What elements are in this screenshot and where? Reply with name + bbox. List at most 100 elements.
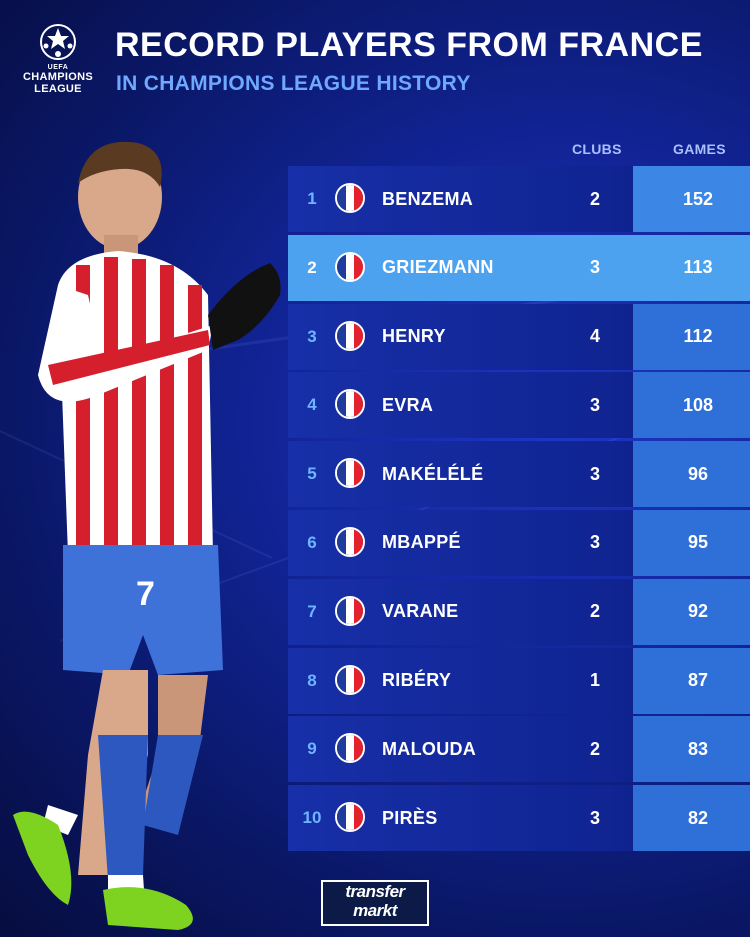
rank-number: 6 — [307, 532, 317, 552]
player-name: GRIEZMANN — [382, 257, 494, 278]
rank-number: 8 — [307, 670, 317, 690]
flag-stripe-white — [345, 666, 355, 693]
player-photo: 7 — [13, 141, 281, 930]
games-count: 95 — [687, 532, 709, 553]
flag-stripe-white — [345, 460, 355, 487]
france-flag-icon — [335, 802, 365, 833]
flag-stripe-white — [345, 185, 355, 211]
clubs-count: 3 — [589, 257, 600, 278]
games-count: 112 — [683, 326, 713, 347]
player-name: MAKÉLÉLÉ — [382, 463, 484, 484]
flag-stripe-white — [345, 253, 355, 280]
clubs-count: 3 — [589, 463, 600, 484]
rank-number: 5 — [307, 464, 317, 484]
games-cell-background — [633, 716, 750, 783]
logo-org: UEFA — [47, 64, 69, 71]
column-header-clubs: CLUBS — [572, 141, 622, 157]
flag-stripe-red — [354, 460, 363, 487]
table-row: 7 VARANE 2 92 — [288, 578, 750, 645]
table-row: 9 MALOUDA 2 83 — [288, 716, 750, 783]
france-flag-icon — [335, 595, 365, 626]
clubs-count: 4 — [589, 326, 600, 347]
flag-stripe-red — [354, 804, 363, 831]
logo-line2: LEAGUE — [34, 83, 82, 95]
flag-stripe-blue — [337, 666, 346, 693]
rank-number: 9 — [307, 739, 317, 759]
games-count: 87 — [687, 670, 709, 691]
clubs-count: 2 — [589, 601, 600, 622]
france-flag-icon — [335, 733, 365, 764]
flag-stripe-white — [345, 735, 355, 762]
shirt-number: 7 — [136, 575, 155, 613]
games-count: 113 — [683, 257, 713, 278]
table-row: 10 PIRÈS 3 82 — [288, 785, 750, 852]
player-name: RIBÉRY — [382, 670, 452, 691]
table-row: 5 MAKÉLÉLÉ 3 96 — [288, 441, 750, 508]
flag-stripe-red — [354, 322, 363, 349]
flag-stripe-red — [354, 597, 363, 624]
games-cell-background — [633, 234, 750, 301]
table-row: 4 EVRA 3 108 — [288, 372, 750, 439]
rank-number: 7 — [307, 601, 317, 621]
games-cell-background — [633, 785, 750, 852]
france-flag-icon — [335, 664, 365, 695]
table-row: 8 RIBÉRY 1 87 — [288, 647, 750, 714]
games-cell-background — [633, 303, 750, 370]
table-row: 3 HENRY 4 112 — [288, 303, 750, 370]
france-flag-icon — [335, 389, 365, 420]
games-count: 96 — [687, 463, 709, 484]
games-cell-background — [633, 166, 750, 232]
page-title: RECORD PLAYERS FROM FRANCE — [115, 26, 703, 64]
games-count: 92 — [687, 601, 709, 622]
flag-stripe-red — [354, 528, 363, 555]
ranking-table: 1 BENZEMA 2 152 2 GRIEZMANN 3 113 3 HENRY 4 112 4 EVR… — [288, 166, 750, 854]
games-count: 83 — [687, 738, 709, 759]
clubs-count: 3 — [589, 807, 600, 828]
flag-stripe-red — [354, 185, 363, 211]
flag-stripe-white — [345, 804, 355, 831]
flag-stripe-blue — [337, 804, 346, 831]
games-cell-background — [633, 372, 750, 439]
games-count: 82 — [687, 807, 709, 828]
games-cell-background — [633, 441, 750, 508]
france-flag-icon — [335, 526, 365, 557]
player-name: EVRA — [382, 394, 434, 415]
flag-stripe-blue — [337, 460, 346, 487]
flag-stripe-blue — [337, 322, 346, 349]
flag-stripe-white — [345, 597, 355, 624]
player-name: PIRÈS — [382, 807, 438, 828]
clubs-count: 3 — [589, 394, 600, 415]
flag-stripe-red — [354, 666, 363, 693]
brand-line2: markt — [353, 901, 397, 920]
flag-stripe-blue — [337, 528, 346, 555]
games-cell-background — [633, 509, 750, 576]
games-count: 108 — [682, 394, 714, 415]
player-name: BENZEMA — [382, 188, 474, 209]
clubs-count: 2 — [589, 738, 600, 759]
transfermarkt-logo: transfer markt — [321, 880, 429, 926]
games-cell-background — [633, 578, 750, 645]
player-name: MBAPPÉ — [382, 532, 461, 553]
table-row: 6 MBAPPÉ 3 95 — [288, 509, 750, 576]
clubs-count: 3 — [589, 532, 600, 553]
clubs-count: 2 — [589, 188, 600, 209]
rank-number: 2 — [307, 257, 317, 277]
france-flag-icon — [335, 251, 365, 282]
flag-stripe-blue — [337, 253, 346, 280]
table-row: 1 BENZEMA 2 152 — [288, 166, 750, 232]
player-name: VARANE — [382, 601, 459, 622]
starball-icon — [40, 24, 76, 60]
flag-stripe-white — [345, 322, 355, 349]
games-count: 152 — [682, 188, 714, 209]
player-name: HENRY — [382, 326, 446, 347]
flag-stripe-blue — [337, 735, 346, 762]
rank-number: 1 — [307, 189, 317, 208]
brand-line1: transfer — [345, 882, 405, 901]
column-header-games: GAMES — [673, 141, 726, 157]
games-cell-background — [633, 647, 750, 714]
logo-line1: CHAMPIONS — [23, 71, 93, 83]
page-subtitle: IN CHAMPIONS LEAGUE HISTORY — [116, 72, 471, 95]
flag-stripe-white — [345, 528, 355, 555]
clubs-count: 1 — [589, 670, 600, 691]
rank-number: 10 — [302, 808, 322, 828]
